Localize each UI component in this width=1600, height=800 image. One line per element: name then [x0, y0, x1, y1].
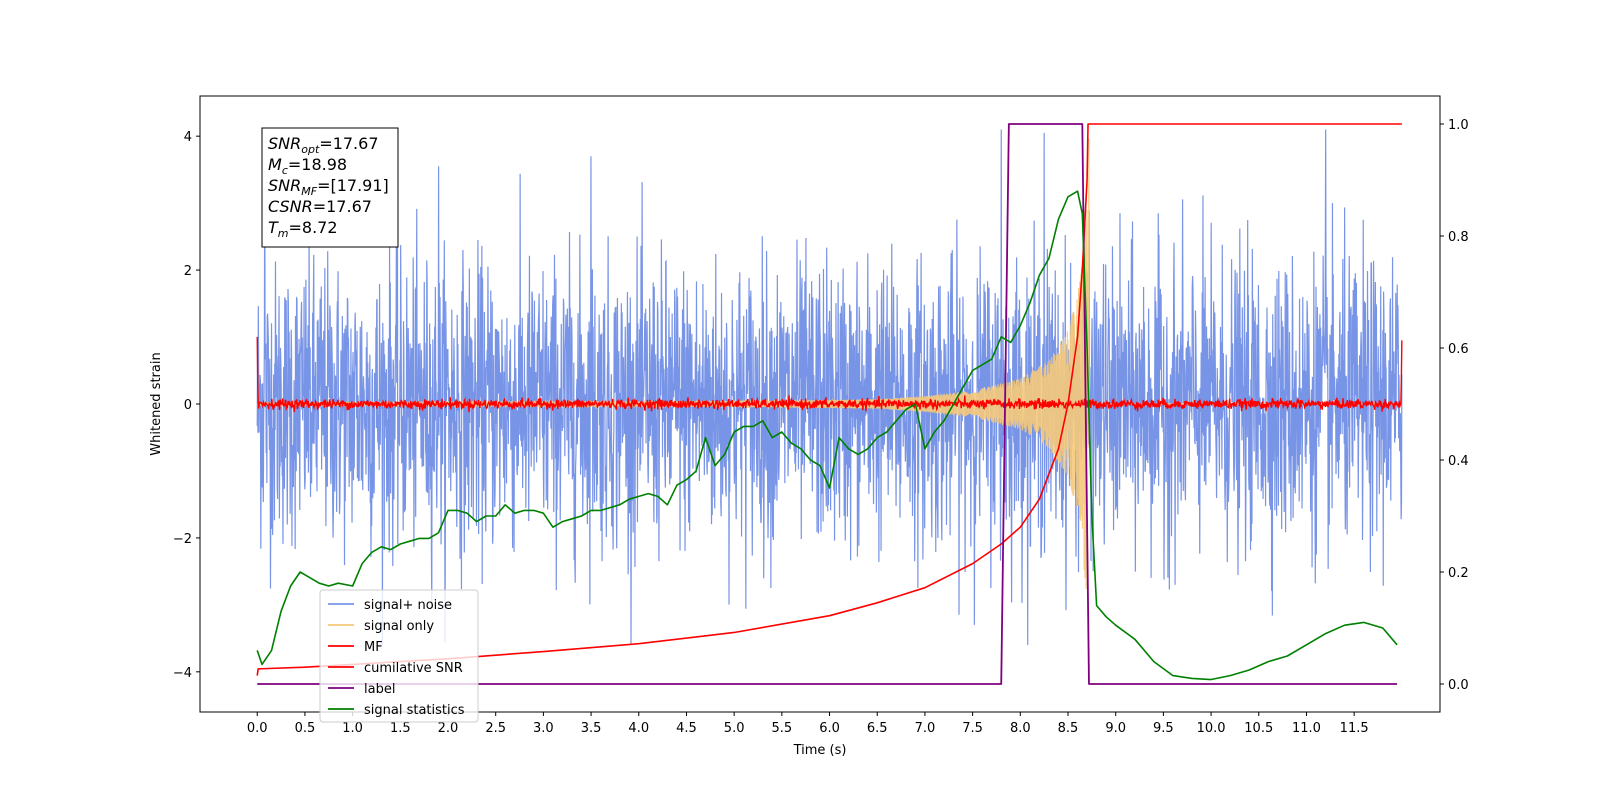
- x-tick-label: 0.0: [247, 721, 268, 736]
- annotation-line: Mc=18.98: [268, 155, 347, 177]
- y-tick-label: −2: [173, 532, 192, 547]
- x-tick-label: 11.5: [1340, 721, 1369, 736]
- y-tick-label: 0: [184, 398, 192, 413]
- series-signal-statistics: [256, 190, 1398, 681]
- x-tick-label: 6.0: [819, 721, 840, 736]
- y2-tick-label: 0.8: [1448, 230, 1469, 245]
- y-tick-label: 2: [184, 264, 192, 279]
- x-tick-label: 3.0: [533, 721, 554, 736]
- legend: signal+ noise signal only MF cumilative SNR…: [319, 589, 479, 723]
- annotation-line: SNRMF=[17.91]: [268, 176, 389, 198]
- x-tick-label: 7.0: [915, 721, 936, 736]
- x-tick-label: 0.5: [295, 721, 316, 736]
- legend-label: signal only: [364, 619, 434, 634]
- y2-tick-label: 1.0: [1448, 118, 1469, 133]
- x-tick-label: 10.5: [1244, 721, 1273, 736]
- x-tick-label: 5.0: [724, 721, 745, 736]
- x-tick-label: 7.5: [962, 721, 983, 736]
- annotation-frame: [261, 127, 399, 248]
- y2-tick-label: 0.0: [1448, 678, 1469, 693]
- y2-tick-label: 0.4: [1448, 454, 1469, 469]
- series-signal-plus-noise: [256, 129, 1403, 646]
- legend-label: MF: [364, 640, 383, 655]
- annotation-line: SNRopt=17.67: [268, 134, 379, 156]
- x-axis-label: Time (s): [793, 743, 847, 758]
- x-tick-label: 8.5: [1058, 721, 1079, 736]
- y2-tick-label: 0.2: [1448, 566, 1469, 581]
- legend-frame: [319, 589, 479, 723]
- y-axis-label: Whitened strain: [149, 352, 164, 455]
- x-tick-label: 9.0: [1105, 721, 1126, 736]
- x-tick-label: 11.0: [1292, 721, 1321, 736]
- x-tick-label: 6.5: [867, 721, 888, 736]
- y-tick-label: −4: [173, 666, 192, 681]
- x-tick-label: 1.0: [342, 721, 363, 736]
- legend-label: label: [364, 682, 395, 697]
- series-mf: [256, 337, 1403, 413]
- legend-label: cumilative SNR: [364, 661, 463, 676]
- x-tick-label: 2.0: [438, 721, 459, 736]
- y-tick-label: 4: [184, 130, 192, 145]
- x-tick-label: 10.0: [1197, 721, 1226, 736]
- y2-tick-label: 0.6: [1448, 342, 1469, 357]
- annotation-line: CSNR=17.67: [268, 197, 372, 216]
- x-axis: 0.0 0.5 1.0 1.5 2.0 2.5 3.0 3.5 4.0 4.5 5.0 5.5 6.0 6…: [247, 712, 1369, 736]
- legend-label: signal+ noise: [364, 598, 452, 613]
- x-tick-label: 8.0: [1010, 721, 1031, 736]
- y-axis-right: 0.0 0.2 0.4 0.6 0.8 1.0: [1440, 118, 1469, 693]
- legend-label: signal statistics: [364, 703, 465, 718]
- x-tick-label: 1.5: [390, 721, 411, 736]
- x-tick-label: 5.5: [772, 721, 793, 736]
- x-tick-label: 9.5: [1153, 721, 1174, 736]
- x-tick-label: 4.5: [676, 721, 697, 736]
- y-axis-left: −4 −2 0 2 4: [173, 130, 200, 681]
- x-tick-label: 4.0: [628, 721, 649, 736]
- x-tick-label: 3.5: [581, 721, 602, 736]
- x-tick-label: 2.5: [485, 721, 506, 736]
- annotation-line: Tm=8.72: [268, 218, 338, 240]
- annotation-box: SNRopt=17.67Mc=18.98SNRMF=[17.91]CSNR=17…: [261, 127, 399, 248]
- series-label: [257, 123, 1398, 685]
